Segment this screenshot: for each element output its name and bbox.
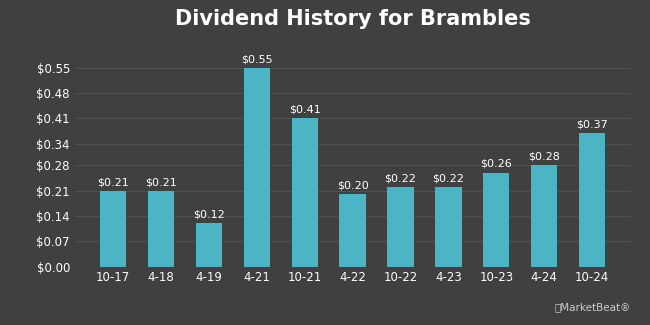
- Bar: [196, 223, 222, 266]
- Text: $0.21: $0.21: [98, 177, 129, 187]
- Text: $0.22: $0.22: [432, 174, 464, 183]
- Bar: [244, 68, 270, 266]
- Text: ⼏MarketBeat®: ⼏MarketBeat®: [554, 302, 630, 312]
- Text: $0.41: $0.41: [289, 105, 320, 115]
- Text: $0.55: $0.55: [241, 54, 272, 64]
- Text: $0.28: $0.28: [528, 152, 560, 162]
- Bar: [292, 118, 318, 266]
- Bar: [436, 187, 461, 266]
- Text: $0.20: $0.20: [337, 181, 369, 191]
- Text: $0.26: $0.26: [480, 159, 512, 169]
- Bar: [579, 133, 605, 266]
- Bar: [100, 191, 126, 266]
- Bar: [387, 187, 413, 266]
- Text: $0.22: $0.22: [385, 174, 417, 183]
- Bar: [531, 165, 557, 266]
- Text: $0.37: $0.37: [576, 119, 608, 129]
- Bar: [339, 194, 366, 266]
- Text: $0.21: $0.21: [145, 177, 177, 187]
- Bar: [148, 191, 174, 266]
- Text: $0.12: $0.12: [193, 210, 225, 220]
- Bar: [483, 173, 510, 266]
- Title: Dividend History for Brambles: Dividend History for Brambles: [175, 9, 530, 29]
